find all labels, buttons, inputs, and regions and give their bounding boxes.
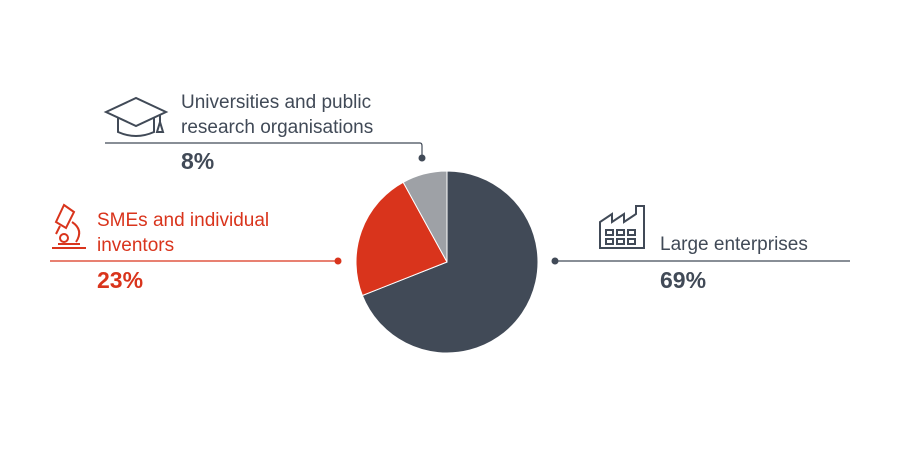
category-label: Universities and public research organis… [181, 90, 401, 140]
category-label: Large enterprises [660, 232, 860, 257]
icon-microscope [52, 205, 86, 248]
leader-dot [419, 155, 426, 162]
infographic: Large enterprises 69% SMEs and individual … [0, 0, 900, 450]
value-label: 69% [660, 267, 706, 294]
value-label: 23% [97, 267, 143, 294]
icon-graduation-cap [106, 98, 166, 136]
value-label: 8% [181, 148, 214, 175]
leader-line [105, 143, 422, 158]
leader-dot [552, 258, 559, 265]
icon-factory [600, 206, 644, 248]
leader-dot [335, 258, 342, 265]
category-label: SMEs and individual inventors [97, 208, 287, 258]
